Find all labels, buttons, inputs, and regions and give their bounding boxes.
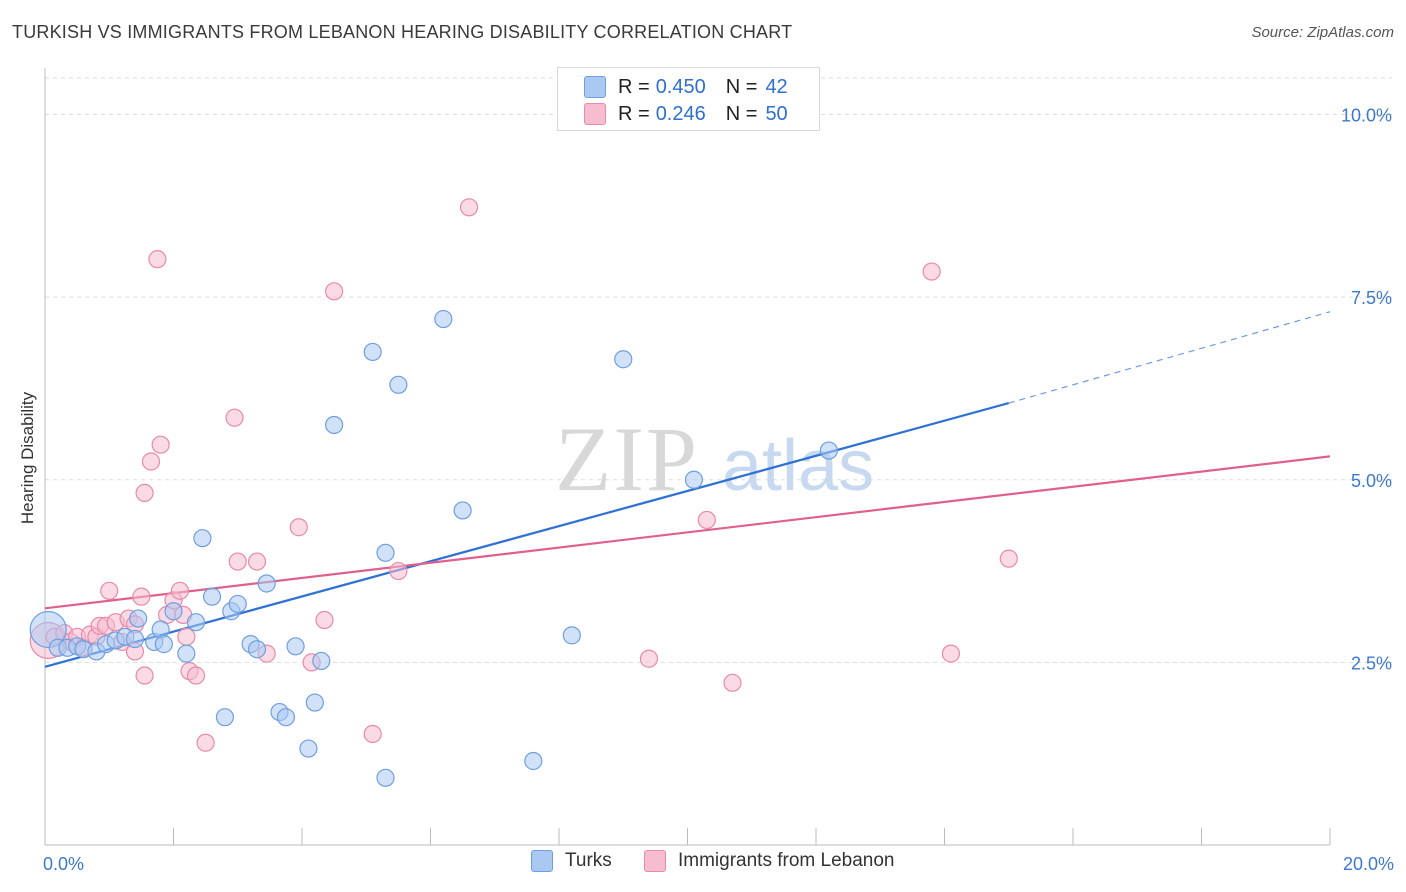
y-tick-label: 5.0% xyxy=(1351,471,1392,491)
point-lebanon xyxy=(697,510,716,530)
legend-swatch-lebanon xyxy=(584,103,606,125)
stats-legend: R = 0.450 N = 42 R = 0.246 N = 50 xyxy=(557,67,820,131)
legend-swatch-turks xyxy=(584,76,606,98)
point-turks xyxy=(202,587,222,606)
point-turks xyxy=(164,602,183,621)
point-lebanon xyxy=(148,250,167,269)
legend-row-turks: R = 0.450 N = 42 xyxy=(584,74,788,100)
point-turks xyxy=(376,768,395,787)
y-tick-label: 2.5% xyxy=(1351,653,1392,673)
point-turks xyxy=(154,635,173,654)
point-turks xyxy=(819,441,838,460)
watermark: ZIP atlas xyxy=(555,408,874,510)
point-turks xyxy=(434,309,453,329)
point-lebanon xyxy=(389,561,408,581)
legend-r-label: R = xyxy=(618,102,650,125)
point-turks xyxy=(276,708,296,727)
point-turks xyxy=(305,693,324,712)
point-turks xyxy=(286,637,305,656)
point-lebanon xyxy=(196,733,215,752)
legend-r-label: R = xyxy=(618,75,650,98)
x-tick-label: 0.0% xyxy=(43,854,84,874)
legend-n-value: 42 xyxy=(765,75,788,98)
point-turks xyxy=(29,610,67,649)
point-lebanon xyxy=(225,408,244,427)
watermark-atlas: atlas xyxy=(722,426,874,506)
tick-labels: 2.5% 5.0% 7.5% 10.0% 0.0% 20.0% xyxy=(43,106,1394,874)
point-turks xyxy=(614,350,633,369)
point-lebanon xyxy=(325,282,344,301)
point-lebanon xyxy=(135,666,154,685)
point-lebanon xyxy=(941,644,961,663)
y-tick-label: 7.5% xyxy=(1351,288,1392,308)
x-tick-label: 20.0% xyxy=(1343,854,1394,874)
point-lebanon xyxy=(100,581,119,600)
point-turks xyxy=(257,574,276,593)
point-turks xyxy=(186,613,206,632)
point-turks xyxy=(125,629,145,649)
point-lebanon xyxy=(151,435,170,454)
bottom-legend-lebanon: Immigrants from Lebanon xyxy=(644,850,895,872)
series-turks-points xyxy=(29,309,838,787)
point-lebanon xyxy=(999,549,1018,568)
point-turks xyxy=(562,626,581,645)
point-turks xyxy=(215,708,234,727)
legend-n-label: N = xyxy=(725,75,758,98)
point-lebanon xyxy=(723,673,742,692)
legend-row-lebanon: R = 0.246 N = 50 xyxy=(584,101,788,127)
point-turks xyxy=(389,375,408,394)
point-turks xyxy=(228,594,247,614)
legend-r-value: 0.450 xyxy=(655,75,706,98)
point-lebanon xyxy=(186,666,206,685)
point-lebanon xyxy=(315,610,334,630)
legend-n-value: 50 xyxy=(765,102,788,125)
bottom-legend-swatch-lebanon xyxy=(644,850,666,872)
bottom-legend-label-lebanon: Immigrants from Lebanon xyxy=(678,850,895,871)
point-lebanon xyxy=(363,724,382,744)
point-turks xyxy=(325,415,344,435)
chart-title: TURKISH VS IMMIGRANTS FROM LEBANON HEARI… xyxy=(12,22,793,42)
point-lebanon xyxy=(289,518,308,537)
point-lebanon xyxy=(135,483,154,503)
source-label: Source: ZipAtlas.com xyxy=(1251,24,1394,41)
point-turks xyxy=(312,651,331,671)
point-lebanon xyxy=(228,552,247,571)
trend-line-turks xyxy=(44,402,1010,668)
point-turks xyxy=(524,751,543,771)
point-lebanon xyxy=(141,452,161,471)
point-turks xyxy=(247,640,267,659)
axes xyxy=(44,68,1331,846)
point-turks xyxy=(376,543,395,562)
trend-line-turks-extension xyxy=(1008,311,1331,404)
point-lebanon xyxy=(639,649,659,668)
point-turks xyxy=(193,529,212,548)
point-turks xyxy=(129,609,148,628)
point-turks xyxy=(453,501,472,520)
point-lebanon xyxy=(132,587,151,606)
point-turks xyxy=(177,644,196,663)
point-turks xyxy=(684,470,704,489)
bottom-legend-turks: Turks xyxy=(531,850,612,872)
legend-r-value: 0.246 xyxy=(655,102,706,125)
y-tick-label: 10.0% xyxy=(1341,106,1392,126)
bottom-legend-label-turks: Turks xyxy=(565,850,612,871)
point-turks xyxy=(363,342,382,362)
point-lebanon xyxy=(177,627,196,646)
point-turks xyxy=(299,739,318,758)
point-lebanon xyxy=(922,262,941,281)
point-lebanon xyxy=(247,552,267,571)
point-lebanon xyxy=(170,581,190,600)
gridlines xyxy=(45,77,1392,663)
bottom-legend-swatch-turks xyxy=(531,850,553,872)
legend-n-label: N = xyxy=(725,102,758,125)
watermark-zip: ZIP xyxy=(555,408,699,510)
point-lebanon xyxy=(459,198,479,217)
